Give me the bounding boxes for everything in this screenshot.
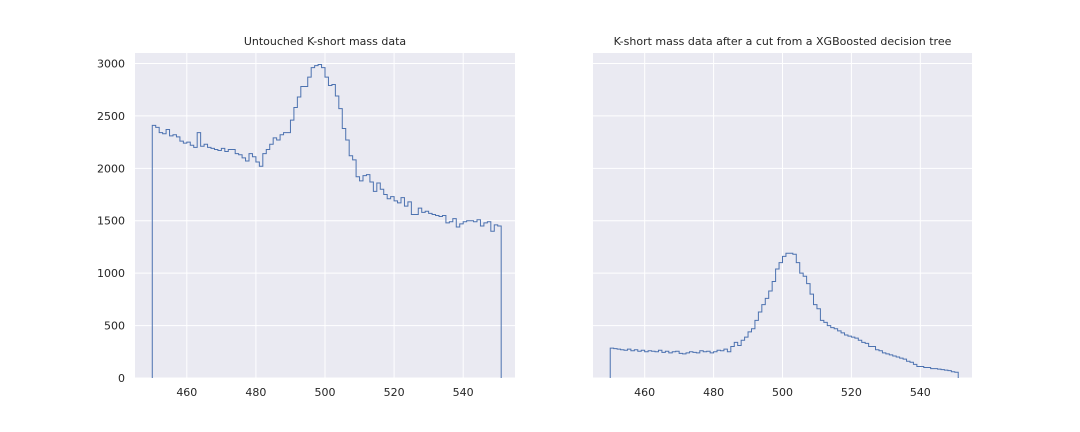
y-tick-label: 2500: [97, 110, 125, 123]
subplot-untouched: 0 500 1000 1500 2000 2500 3000 460 480 500 520 540 U…: [97, 35, 515, 399]
y-tick-label: 2000: [97, 162, 125, 175]
x-tick-label: 460: [634, 386, 655, 399]
x-tick-label: 540: [910, 386, 931, 399]
x-tick-label: 480: [703, 386, 724, 399]
histogram-series: [151, 64, 502, 378]
x-tick-label: 500: [772, 386, 793, 399]
histogram-series: [609, 252, 959, 378]
y-tick-label: 0: [118, 372, 125, 385]
x-tick-label: 500: [315, 386, 336, 399]
y-tick-label: 1000: [97, 267, 125, 280]
x-tick-label: 540: [453, 386, 474, 399]
x-tick-label: 520: [384, 386, 405, 399]
chart-title: K-short mass data after a cut from a XGB…: [614, 35, 952, 48]
subplot-after-cut: 460 480 500 520 540 K-short mass data after a…: [593, 35, 972, 399]
y-tick-label: 1500: [97, 215, 125, 228]
x-tick-label: 520: [841, 386, 862, 399]
y-tick-label: 500: [104, 320, 125, 333]
x-tick-label: 460: [176, 386, 197, 399]
x-tick-label: 480: [245, 386, 266, 399]
y-tick-label: 3000: [97, 57, 125, 70]
chart-title: Untouched K-short mass data: [244, 35, 406, 48]
